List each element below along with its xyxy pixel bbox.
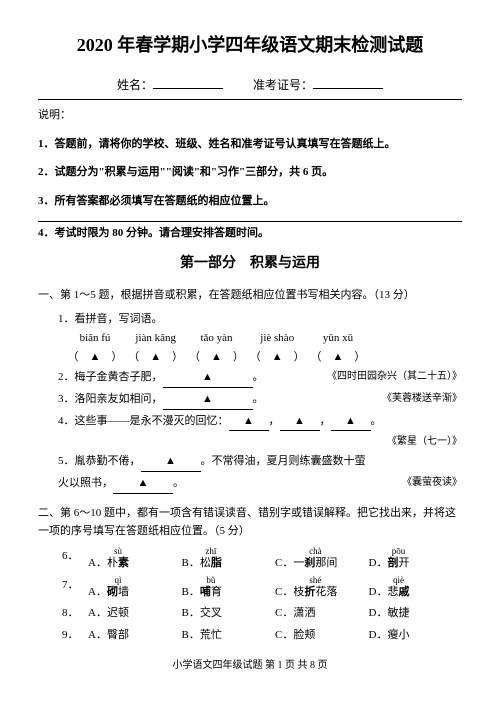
source-ref: 《囊萤夜读》 xyxy=(402,474,462,491)
q-text: 。不常得油，夏月则练囊盛数十萤 xyxy=(201,455,366,467)
fill-blank[interactable]: ▲ xyxy=(113,474,173,494)
answer-bracket[interactable]: （ ▲ ） xyxy=(127,348,185,367)
pinyin: jiè shào xyxy=(248,329,306,348)
pinyin: biān fú xyxy=(66,329,124,348)
choice-row: 7．A．qì砌墙B．bǔ哺育C．shé枝折花落D．qiè悲戚 xyxy=(62,576,462,602)
instruction-item: 1．答题前，请将你的学校、班级、姓名和准考证号认真填写在答题纸上。 xyxy=(38,135,462,154)
choice-opt-c[interactable]: C．脸颊 xyxy=(275,626,369,645)
section-title: 第一部分 积累与运用 xyxy=(38,252,462,276)
choice-row: 9．A．臀部B．荒忙C．脸颊D．瘦小 xyxy=(62,626,462,645)
answer-bracket[interactable]: （ ▲ ） xyxy=(248,348,306,367)
choice-opt-b[interactable]: B．bǔ哺育 xyxy=(182,576,276,602)
name-blank[interactable] xyxy=(153,77,223,89)
choice-num: 7． xyxy=(62,576,88,602)
header-line: 姓名： 准考证号： xyxy=(38,75,462,95)
instruction-box: 说明： 1．答题前，请将你的学校、班级、姓名和准考证号认真填写在答题纸上。 2．… xyxy=(38,106,462,238)
choice-num: 8． xyxy=(62,604,88,623)
source-ref: 《繁星（七一）》 xyxy=(387,433,462,450)
choice-opt-d[interactable]: D．qiè悲戚 xyxy=(369,576,463,602)
name-label: 姓名： xyxy=(117,78,153,92)
choice-opt-a[interactable]: A．qì砌墙 xyxy=(88,576,182,602)
q1-line: 火以照书，▲。 《囊萤夜读》 xyxy=(58,474,462,494)
choice-opt-b[interactable]: B．荒忙 xyxy=(182,626,276,645)
q-text: 3．洛阳亲友如相问， xyxy=(58,393,163,405)
choice-opt-c[interactable]: C．shé枝折花落 xyxy=(275,576,369,602)
page-footer: 小学语文四年级试题 第 1 页 共 8 页 xyxy=(38,657,462,674)
pinyin: tǎo yàn xyxy=(188,329,246,348)
answer-bracket[interactable]: （ ▲ ） xyxy=(188,348,246,367)
choice-opt-c[interactable]: C．chà一刹那间 xyxy=(275,547,369,573)
choice-opt-d[interactable]: D．敏捷 xyxy=(369,604,463,623)
q2-head: 二、第 6～10 题中，都有一项含有错误读音、错别字或错误解释。把它找出来，并将… xyxy=(38,504,462,541)
exam-title: 2020 年春学期小学四年级语文期末检测试题 xyxy=(38,30,462,61)
pinyin-row: biān fú jiàn kāng tǎo yàn jiè shào yǔn x… xyxy=(66,329,462,348)
source-ref: 《芙蓉楼送辛渐》 xyxy=(382,390,462,407)
q-text: 2．梅子金黄杏子肥， xyxy=(58,371,163,383)
source-ref: 《四时田园杂兴（其二十五）》 xyxy=(327,368,462,385)
q1-line: 5．胤恭勤不倦，▲。不常得油，夏月则练囊盛数十萤 xyxy=(58,452,462,472)
instruction-item: 3．所有答案都必须填写在答题纸的相应位置上。 xyxy=(38,192,462,211)
q1-line: 3．洛阳亲友如相问，▲。 《芙蓉楼送辛渐》 xyxy=(58,390,462,410)
q1-line: 2．梅子金黄杏子肥，▲。 《四时田园杂兴（其二十五）》 xyxy=(58,368,462,388)
q1-line: 4．这些事——是永不漫灭的回忆：▲，▲，▲。 xyxy=(58,412,462,432)
answer-bracket[interactable]: （ ▲ ） xyxy=(66,348,124,367)
instruction-label: 说明： xyxy=(38,106,462,125)
fill-blank[interactable]: ▲ xyxy=(163,368,253,388)
choice-num: 9． xyxy=(62,626,88,645)
choice-opt-b[interactable]: B．zhī松脂 xyxy=(182,547,276,573)
pinyin: jiàn kāng xyxy=(127,329,185,348)
choice-opt-a[interactable]: A．sù朴素 xyxy=(88,547,182,573)
choice-opt-a[interactable]: A．臀部 xyxy=(88,626,182,645)
choice-opt-d[interactable]: D．瘦小 xyxy=(369,626,463,645)
instruction-item: 2．试题分为"积累与运用""阅读"和"习作"三部分，共 6 页。 xyxy=(38,163,462,182)
pinyin: yǔn xǔ xyxy=(309,329,367,348)
instruction-cutoff: 4．考试时限为 80 分钟。请合理安排答题时间。 xyxy=(38,224,462,238)
q1-sub1: 1．看拼音，写词语。 xyxy=(58,310,462,329)
q-text: 4．这些事——是永不漫灭的回忆： xyxy=(58,415,229,427)
fill-blank[interactable]: ▲ xyxy=(141,452,201,472)
choice-row: 6．A．sù朴素B．zhī松脂C．chà一刹那间D．pōu剖开 xyxy=(62,547,462,573)
answer-bracket[interactable]: （ ▲ ） xyxy=(309,348,367,367)
bracket-row: （ ▲ ） （ ▲ ） （ ▲ ） （ ▲ ） （ ▲ ） xyxy=(66,348,462,367)
choice-opt-c[interactable]: C．潇洒 xyxy=(275,604,369,623)
choice-row: 8．A．迟顿B．交叉C．潇洒D．敏捷 xyxy=(62,604,462,623)
choice-opt-d[interactable]: D．pōu剖开 xyxy=(369,547,463,573)
choice-opt-b[interactable]: B．交叉 xyxy=(182,604,276,623)
fill-blank[interactable]: ▲ xyxy=(229,412,269,432)
choice-num: 6． xyxy=(62,547,88,573)
q-text: 5．胤恭勤不倦， xyxy=(58,455,141,467)
examno-label: 准考证号： xyxy=(253,78,313,92)
q1-head: 一、第 1～5 题，根据拼音或积累，在答题纸相应位置书写相关内容。（13 分） xyxy=(38,286,462,305)
fill-blank[interactable]: ▲ xyxy=(163,390,253,410)
divider xyxy=(38,221,462,222)
fill-blank[interactable]: ▲ xyxy=(331,412,371,432)
divider xyxy=(38,99,462,100)
choice-opt-a[interactable]: A．迟顿 xyxy=(88,604,182,623)
fill-blank[interactable]: ▲ xyxy=(280,412,320,432)
q1-line-src: 《繁星（七一）》 xyxy=(58,433,462,450)
examno-blank[interactable] xyxy=(313,77,383,89)
q-text: 火以照书， xyxy=(58,477,113,489)
